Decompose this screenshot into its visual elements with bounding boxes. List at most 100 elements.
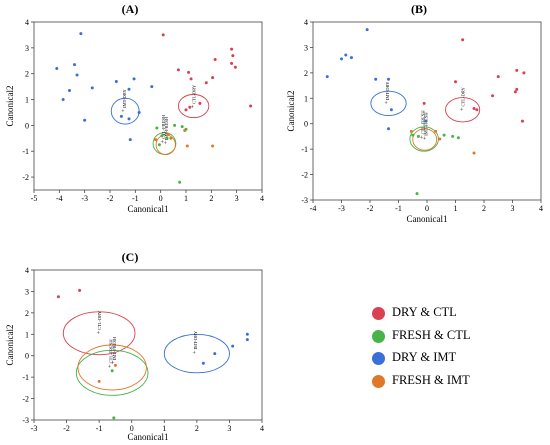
panel-b-y-tick-label: -3 bbox=[301, 196, 308, 205]
panel-a-point-dry-imt bbox=[132, 77, 136, 81]
panel-a-x-tick-label: 3 bbox=[235, 194, 239, 203]
legend-label-dry-ctl: DRY & CTL bbox=[392, 305, 457, 319]
panel-a-point-fresh-imt bbox=[169, 136, 173, 140]
panel-a-point-fresh-imt bbox=[185, 144, 189, 148]
panel-b-y-tick-label: -1 bbox=[301, 145, 308, 154]
panel-c-y-tick-label: 0 bbox=[25, 352, 29, 361]
panel-a-point-fresh-imt bbox=[211, 144, 215, 148]
panel-b-point-dry-ctl bbox=[515, 87, 519, 91]
panel-a-y-tick-label: 1 bbox=[25, 96, 29, 105]
panel-b-point-fresh-imt bbox=[438, 137, 442, 141]
panel-b-centroid-label: IMT-DRY bbox=[385, 81, 390, 100]
panel-c-point-dry-ctl bbox=[78, 288, 82, 292]
panel-a-frame bbox=[33, 21, 263, 191]
panel-c-centroid-label: CTL-FRESH bbox=[109, 339, 114, 364]
panel-c-point-dry-imt bbox=[201, 361, 205, 365]
panel-a-point-dry-imt bbox=[127, 117, 131, 121]
panel-a-centroid-marker: + bbox=[121, 109, 125, 115]
panel-a-point-dry-imt bbox=[55, 67, 59, 71]
panel-a-point-fresh-imt bbox=[154, 138, 158, 142]
panel-b-point-dry-ctl bbox=[472, 106, 476, 110]
panel-b-point-dry-imt bbox=[374, 77, 378, 81]
legend-item-dry-imt: DRY & IMT bbox=[368, 349, 538, 368]
panel-a-point-fresh-ctl bbox=[173, 123, 177, 127]
panel-a-y-tick-label: -1 bbox=[22, 147, 29, 156]
panel-c-y-tick-label: 4 bbox=[25, 266, 29, 275]
panel-c-point-dry-imt bbox=[245, 332, 249, 336]
panel-b-x-tick-label: 3 bbox=[511, 204, 515, 213]
panel-c-frame bbox=[33, 269, 263, 421]
panel-b-point-dry-imt bbox=[349, 56, 353, 60]
panel-b-x-tick-label: 4 bbox=[539, 204, 543, 213]
panel-b-ellipse-dry-ctl bbox=[445, 97, 481, 123]
panel-c-point-fresh-ctl bbox=[110, 369, 114, 373]
panel-a-centroid-marker: + bbox=[164, 141, 168, 147]
panel-c-point-fresh-imt bbox=[113, 363, 117, 367]
panel-b-centroid-label: CTL-FRESH bbox=[421, 110, 426, 135]
panel-c-x-tick-label: 3 bbox=[227, 424, 231, 433]
panel-a-point-fresh-imt bbox=[183, 129, 187, 133]
legend-label-fresh-ctl: FRESH & CTL bbox=[392, 327, 471, 342]
panel-a-point-dry-imt bbox=[75, 73, 79, 77]
panel-b-x-tick-label: -4 bbox=[310, 204, 317, 213]
panel-b-point-dry-ctl bbox=[522, 71, 526, 75]
panel-a: (A) -5 -4 -3 -2 -1 0 1 2 3 4 -2 -1 0 1 2 3 4 Canonical1 Can… bbox=[5, 2, 264, 214]
panel-b-point-dry-imt bbox=[387, 77, 391, 81]
panel-a-ellipse-dry-ctl bbox=[177, 93, 210, 119]
panel-a-y-axis-label: Canonical2 bbox=[5, 86, 15, 127]
panel-c-x-tick-label: 1 bbox=[162, 424, 166, 433]
panel-b-y-tick-label: -2 bbox=[301, 171, 308, 180]
panel-a-point-dry-imt bbox=[119, 114, 123, 118]
panel-a-y-tick-label: 3 bbox=[25, 44, 29, 53]
panel-a-point-dry-ctl bbox=[184, 108, 188, 112]
legend-item-dry-ctl: DRY & CTL bbox=[368, 304, 538, 323]
panel-a-point-dry-imt bbox=[137, 110, 141, 114]
panel-b-point-dry-imt bbox=[344, 53, 348, 57]
panel-a-y-tick-label: -2 bbox=[22, 173, 29, 182]
panel-b-point-dry-imt bbox=[389, 108, 393, 112]
panel-a-x-tick-label: -2 bbox=[107, 194, 114, 203]
panel-b-ellipse-dry-imt bbox=[370, 90, 407, 117]
panel-b-point-fresh-ctl bbox=[416, 134, 420, 138]
panel-b-point-fresh-ctl bbox=[415, 192, 419, 196]
panel-b-x-axis-label: Canonical1 bbox=[407, 214, 448, 224]
panel-b: (B)-4 -3 -2 -1 0 1 2 3 4-3-2-101234Canonical1Can… bbox=[286, 2, 543, 224]
panel-b-point-dry-imt bbox=[387, 127, 391, 131]
panel-c-x-tick-label: -3 bbox=[31, 424, 38, 433]
panel-c-point-dry-imt bbox=[245, 338, 249, 342]
panel-b-point-dry-ctl bbox=[515, 68, 519, 72]
legend-dot-fresh-imt bbox=[372, 374, 385, 388]
panel-c-point-dry-imt bbox=[231, 344, 235, 348]
panel-a-centroid-label: IMT-FRESH bbox=[164, 116, 169, 140]
panel-a-y-tick-label: 4 bbox=[25, 18, 29, 27]
panel-b-point-dry-imt bbox=[365, 28, 369, 32]
panel-c-x-axis-label: Canonical1 bbox=[128, 432, 169, 442]
panel-b-centroid-label: IMT-FRESH bbox=[424, 112, 429, 136]
panel-a-x-axis-label: Canonical1 bbox=[128, 204, 169, 214]
panel-b-frame bbox=[312, 21, 542, 201]
panel-b-x-tick-label: 1 bbox=[454, 204, 458, 213]
legend-dot-fresh-ctl bbox=[372, 329, 385, 343]
panel-c: (C) -3 -2 -1 0 1 2 3 4 -3 -2 -1 0 1 2 3 4 Canonical1 Canon… bbox=[5, 250, 264, 442]
panel-c-point-dry-ctl bbox=[56, 295, 60, 299]
panel-c-title: (C) bbox=[122, 250, 139, 264]
panel-a-x-tick-label: 4 bbox=[260, 194, 264, 203]
panel-c-centroid-label: IMT-FRESH bbox=[112, 336, 117, 360]
panel-b-point-fresh-ctl bbox=[451, 134, 455, 138]
panel-b-point-fresh-ctl bbox=[442, 133, 446, 137]
panel-b-point-fresh-imt bbox=[472, 151, 476, 155]
panel-a-point-dry-ctl bbox=[230, 61, 234, 65]
panel-b-point-dry-ctl bbox=[475, 108, 479, 112]
panel-a-point-dry-imt bbox=[83, 118, 87, 122]
panel-a-point-dry-imt bbox=[114, 79, 118, 83]
panel-a-point-dry-ctl bbox=[188, 105, 192, 109]
panel-c-centroid-marker: + bbox=[108, 364, 112, 370]
panel-b-y-tick-label: 1 bbox=[304, 94, 308, 103]
panel-a-x-tick-label: -1 bbox=[132, 194, 139, 203]
panel-b-point-fresh-imt bbox=[434, 129, 438, 133]
panel-b-point-dry-ctl bbox=[454, 80, 457, 84]
panel-c-x-tick-label: 4 bbox=[260, 424, 264, 433]
panel-b-centroid-label: CTL-DRY bbox=[461, 86, 466, 106]
panel-a-x-tick-label: 1 bbox=[184, 194, 188, 203]
panel-a-point-dry-imt bbox=[150, 85, 154, 89]
